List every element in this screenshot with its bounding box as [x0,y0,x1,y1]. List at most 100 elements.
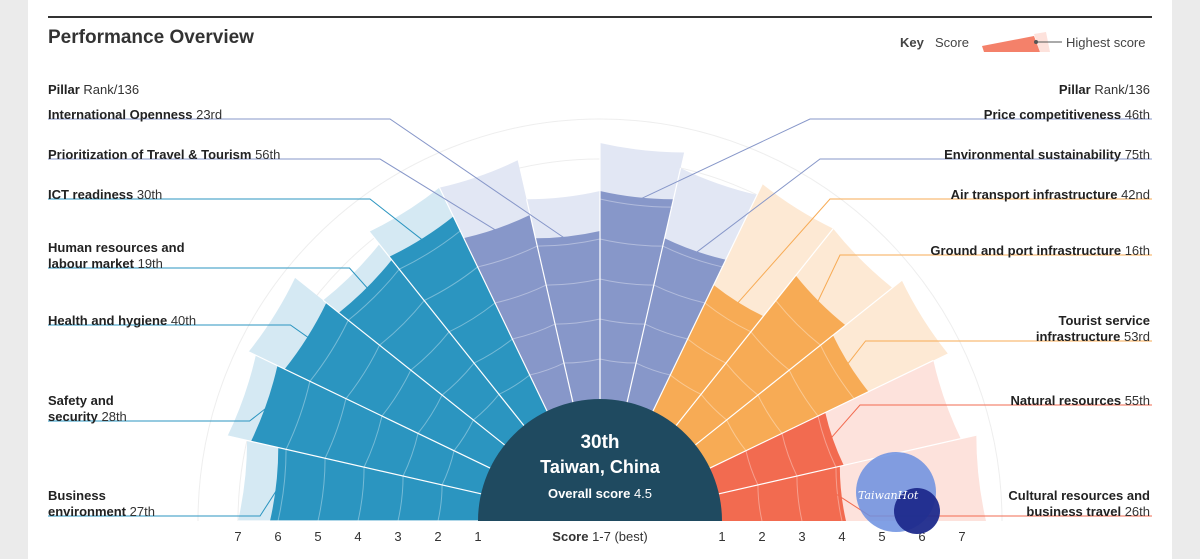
score-wedge [463,214,573,412]
chart-title: Performance Overview [48,27,254,48]
score-gridline [817,415,837,468]
pillar-label: Environmental sustainability 75th [944,147,1150,162]
axis-tick: 7 [234,529,242,544]
wedge-separator [322,299,505,446]
leader-line [48,484,281,517]
leader-line [815,254,1152,305]
axis-tick: 7 [958,529,966,544]
score-wedge [250,365,491,494]
leader-line [48,405,270,422]
score-gridline [704,302,752,333]
leader-line [692,158,1152,256]
watermark-text: TaiwanHot [858,489,919,502]
key-score: Score [935,35,969,50]
wedge-separator [652,183,763,412]
score-gridline [317,458,326,522]
score-wedge [652,284,764,426]
pillar-label: Safety and security 28th [48,393,127,424]
leader-line [828,404,1152,442]
pillar-label: Price competitiveness 46th [983,107,1150,122]
score-gridline [537,238,601,247]
axis-tick: 5 [878,529,886,544]
score-gridline [277,449,287,522]
leader-line [635,118,1152,202]
score-gridline [423,266,478,301]
score-gridline [750,331,790,371]
score-wedge [709,412,844,494]
pillar-label: Tourist service infrastructure 53rd [1035,313,1150,344]
pillar-label: Ground and port infrastructure 16th [930,243,1150,258]
score-gridline [379,300,425,346]
score-gridline [363,415,383,468]
score-gridline [775,300,821,346]
center-disc [478,399,722,521]
score-wedge [695,335,869,469]
score-gridline [285,381,311,450]
score-wedge [718,466,846,521]
pillar-label: Air transport infrastructure 42nd [950,187,1150,202]
axis-tick: 2 [758,529,766,544]
score-wedge [270,447,482,521]
wedge-separator [695,279,903,446]
axis-tick: 3 [394,529,402,544]
score-gridline [820,344,855,399]
pillar-label: Prioritization of Travel & Tourism 56th [48,147,281,162]
top-rule [48,16,1152,18]
country-name: Taiwan, China [540,457,661,477]
right-header: Pillar Rank/136 [1058,82,1150,97]
key-label: Key [900,35,924,50]
leader-line [734,198,1152,307]
score-gridline [410,331,450,371]
score-gridline [381,369,412,417]
score-gridline [399,230,461,270]
score-gridline [653,284,706,304]
score-wedge [627,238,726,412]
leader-line [48,118,569,242]
wedge-separator [718,434,977,495]
pillar-label: International Openness 23rd [48,107,223,122]
wedge-separator [525,199,574,403]
left-header: Pillar Rank/136 [48,82,140,97]
score-wedge [389,216,548,426]
score-gridline [546,278,601,286]
score-gridline [599,278,654,286]
wedge-separator [368,231,525,426]
grid-arc [197,118,1003,522]
score-gridline [309,320,349,382]
score-gridline [448,302,496,333]
axis-tick: 6 [274,529,282,544]
axis-tick: 3 [798,529,806,544]
axis-tick: 4 [354,529,362,544]
wedge-separator [626,167,682,403]
score-gridline [599,198,672,208]
leader-line [48,267,370,291]
leader-line [48,324,311,340]
score-gridline [357,467,365,522]
pillar-label: Human resources and labour market 19th [48,240,185,271]
score-gridline [599,238,663,247]
leader-line [48,158,500,233]
overall-score: Overall score 4.5 [548,486,652,501]
axis-tick: 1 [474,529,482,544]
wedge-separator [438,187,548,412]
pillar-label: Natural resources 55th [1010,393,1150,408]
score-gridline [788,369,819,417]
axis-tick: 1 [718,529,726,544]
axis-tick: 4 [838,529,846,544]
axis-tick: 6 [918,529,926,544]
wedge-separator [248,351,491,469]
pillar-label: ICT readiness 30th [48,187,163,202]
pillar-label: Cultural resources and business travel 26… [1008,488,1150,519]
wedge-separator [675,228,834,426]
axis-tick: 2 [434,529,442,544]
wedge-separator [709,359,934,469]
leader-line [48,198,425,242]
score-wedge [535,231,600,403]
wedge-separator [227,435,482,495]
overall-rank: 30th [580,432,619,453]
score-gridline [494,284,547,304]
pillar-label: Business environment 27th [48,488,155,519]
key-highest: Highest score [1066,35,1146,50]
watermark-logo-inner [894,488,940,534]
